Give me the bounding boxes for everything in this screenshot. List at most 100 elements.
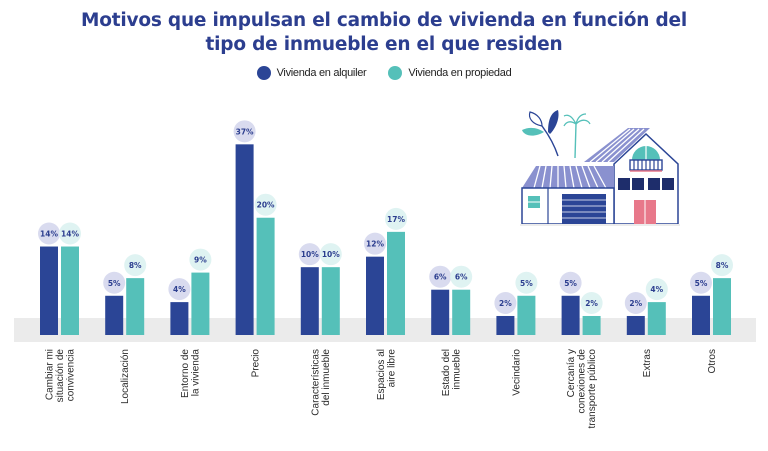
chart-title: Motivos que impulsan el cambio de vivien… <box>0 9 768 57</box>
category-label-line: Entorno de <box>180 349 191 398</box>
data-label-bubble <box>59 222 81 245</box>
category-label-line: Cercanía y <box>566 349 577 397</box>
bar-alquiler <box>170 302 189 335</box>
data-label: 10% <box>322 250 340 259</box>
house-main <box>584 128 679 225</box>
category-label-line: Cambiar mi <box>45 349 56 400</box>
bar-alquiler <box>496 315 515 335</box>
data-label: 6% <box>434 273 447 282</box>
data-label-bubble <box>385 207 407 230</box>
data-label-bubble <box>559 271 582 294</box>
data-label-bubble <box>624 291 647 314</box>
bar-alquiler <box>431 289 450 335</box>
bar-alquiler <box>40 246 58 335</box>
data-label: 5% <box>695 279 708 288</box>
category-label: Cambiar mi situación de convivencia <box>45 349 77 403</box>
bar-alquiler <box>105 295 124 335</box>
bar-propiedad <box>191 272 210 335</box>
data-label: 10% <box>301 250 319 259</box>
category-label: Estado del inmueble <box>441 349 463 397</box>
data-label: 2% <box>585 299 598 308</box>
category-label: Espacios al aire libre <box>376 349 398 401</box>
bar-alquiler <box>692 295 710 335</box>
data-label: 4% <box>650 285 663 294</box>
chart-title-line-2: tipo de inmueble en el que residen <box>205 34 563 55</box>
data-label: 2% <box>629 299 642 308</box>
data-label: 5% <box>564 279 577 288</box>
data-label-bubble <box>450 265 473 288</box>
bar-propiedad <box>647 302 666 335</box>
category-label-line: situación de <box>55 349 66 403</box>
data-label: 9% <box>194 256 207 265</box>
data-label-bubble <box>580 291 603 314</box>
data-label: 14% <box>61 230 79 239</box>
data-label-bubble <box>124 254 147 277</box>
category-label-line: Localización <box>120 349 131 404</box>
plant-icon <box>522 110 559 157</box>
data-label: 17% <box>387 215 405 224</box>
legend-item-alquiler: Vivienda en alquiler <box>256 66 367 80</box>
category-label: Precio <box>251 349 262 378</box>
data-label: 14% <box>40 230 58 239</box>
bar-propiedad <box>61 246 79 335</box>
legend-item-propiedad: Vivienda en propiedad <box>388 66 512 80</box>
legend-swatch-alquiler <box>256 66 271 80</box>
category-label-line: aire libre <box>386 349 397 388</box>
bar-alquiler <box>366 256 384 335</box>
category-label-line: inmueble <box>451 349 462 390</box>
data-label-bubble <box>189 248 212 271</box>
legend-swatch-propiedad <box>388 66 403 80</box>
data-label: 8% <box>716 261 729 270</box>
data-label-bubble <box>429 265 452 288</box>
data-label: 20% <box>257 201 275 210</box>
category-label-line: Vecindario <box>511 349 522 396</box>
data-label: 5% <box>108 279 121 288</box>
category-label-line: transporte público <box>587 349 598 429</box>
data-label-bubble <box>364 232 386 255</box>
category-label-line: conexiones de <box>577 349 588 414</box>
data-label-bubble <box>298 243 321 266</box>
bar-propiedad <box>126 278 145 335</box>
category-label-line: Otros <box>707 349 718 373</box>
house-illustration <box>520 110 680 226</box>
data-label-bubble <box>254 193 277 216</box>
bar-alquiler <box>235 144 254 335</box>
category-label: Entorno de la vivienda <box>180 349 202 398</box>
bar-propiedad <box>321 267 340 335</box>
chart-title-line-1: Motivos que impulsan el cambio de vivien… <box>80 10 688 31</box>
data-label-bubble <box>515 271 538 294</box>
legend: Vivienda en alquiler Vivienda en propied… <box>0 66 768 80</box>
bar-alquiler <box>626 315 645 335</box>
category-label-line: Precio <box>251 349 262 378</box>
data-label: 5% <box>520 279 533 288</box>
category-label-line: la vivienda <box>191 349 202 397</box>
category-label: Localización <box>120 349 131 404</box>
category-label: Características del inmueble <box>311 349 333 416</box>
data-label: 4% <box>173 285 186 294</box>
bar-alquiler <box>300 267 319 335</box>
data-label-bubble <box>494 291 517 314</box>
category-label-line: convivencia <box>66 349 77 402</box>
category-label: Vecindario <box>511 349 522 396</box>
bar-propiedad <box>582 315 601 335</box>
palm-tree-icon <box>563 113 591 159</box>
category-label-line: del inmueble <box>321 349 332 406</box>
category-label: Extras <box>642 349 653 377</box>
legend-label-propiedad: Vivienda en propiedad <box>408 67 512 79</box>
data-label-bubble <box>690 271 712 294</box>
bar-propiedad <box>713 278 731 335</box>
data-label-bubble <box>711 254 733 277</box>
bar-propiedad <box>517 295 536 335</box>
data-label: 37% <box>236 127 254 136</box>
data-label-bubble <box>233 120 256 143</box>
data-label: 12% <box>366 240 384 249</box>
data-label: 8% <box>129 261 142 270</box>
data-label: 2% <box>499 299 512 308</box>
category-label: Cercanía y conexiones de transporte públic… <box>566 349 598 429</box>
category-label-line: Estado del <box>441 349 452 396</box>
data-label-bubble <box>645 278 668 301</box>
category-label-line: Características <box>311 349 322 416</box>
bar-propiedad <box>387 231 405 335</box>
category-label-line: Espacios al <box>376 349 387 400</box>
